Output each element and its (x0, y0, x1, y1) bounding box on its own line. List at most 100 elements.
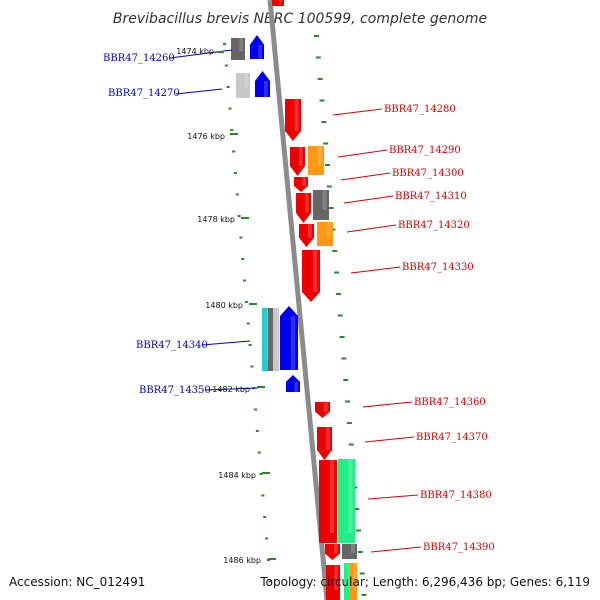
gene-bbr47-14390-shade (351, 544, 355, 553)
gene-top-fragment-shade (279, 0, 283, 4)
gene-label-bbr47-14270[interactable]: BBR47_14270 (108, 88, 180, 99)
gene-bottom-green-shade (347, 563, 350, 590)
gene-bbr47-14260-partner[interactable] (231, 38, 245, 60)
minus-strand-labels: BBR47_14260 BBR47_14270 BBR47_14340 BBR4… (103, 53, 211, 396)
gene-bbr47-14320-shade (326, 222, 331, 237)
gene-bottom-orange[interactable] (349, 563, 357, 600)
gene-label-bbr47-14300[interactable]: BBR47_14300 (392, 168, 464, 179)
label-leader-line (337, 149, 388, 158)
genome-backbone (267, 0, 330, 600)
label-leader-line (343, 195, 394, 204)
gene-bbr47-14260-shade (258, 44, 262, 59)
gene-bbr47-14340-c[interactable] (273, 308, 279, 371)
gene-bbr47-14280[interactable] (285, 99, 301, 141)
kbp-label-1474: 1474 kbp (176, 47, 214, 56)
gene-bbr47-14390-partner[interactable] (325, 544, 340, 560)
label-leader-line (332, 108, 383, 116)
gene-bottom-red-shade (334, 565, 338, 590)
gene-bbr47-14320-partner[interactable] (299, 224, 314, 247)
label-leader-line (364, 436, 415, 443)
kbp-label-1480: 1480 kbp (205, 301, 243, 310)
gene-bbr47-14310-shade (322, 190, 327, 210)
map-title: Brevibacillus brevis NBRC 100599, comple… (113, 11, 487, 27)
gene-bbr47-14290-partner[interactable] (290, 147, 305, 176)
gene-bbr47-14360[interactable] (315, 402, 330, 418)
plus-strand-labels: BBR47_14280 BBR47_14290 BBR47_14300 BBR4… (384, 104, 495, 553)
gene-bbr47-14280-shade (294, 99, 299, 131)
gene-bbr47-14270-partner-shade (244, 73, 248, 88)
gene-bbr47-14340-shade (290, 316, 296, 370)
gene-bbr47-14330[interactable] (302, 250, 320, 302)
gene-bbr47-14290-shade (317, 146, 322, 165)
gene-label-bbr47-14320[interactable]: BBR47_14320 (398, 220, 470, 231)
gene-bbr47-14320-partner-shade (308, 224, 312, 238)
label-leader-line (201, 340, 251, 346)
topology-text: Topology: circular; Length: 6,296,436 bp… (259, 575, 590, 589)
gene-bbr47-14290-partner-shade (299, 147, 303, 166)
gene-label-bbr47-14350[interactable]: BBR47_14350 (139, 385, 211, 396)
gene-bbr47-14270[interactable] (255, 71, 270, 97)
inner-tick-ring (223, 43, 272, 583)
gene-bbr47-14360-shade (324, 402, 328, 412)
gene-bbr47-14350-shade (294, 381, 298, 392)
gene-bbr47-14300-shade (302, 177, 306, 186)
label-leader-lines (169, 49, 422, 553)
gene-bbr47-14270-partner[interactable] (236, 73, 250, 98)
gene-bbr47-14380-partner-shade (329, 460, 335, 533)
kbp-scale: 1474 kbp 1476 kbp 1478 kbp 1480 kbp 1482… (176, 47, 276, 565)
gene-bbr47-14390-partner-shade (334, 544, 338, 554)
label-leader-line (370, 546, 422, 553)
gene-bbr47-14370-shade (326, 427, 330, 450)
label-leader-line (205, 387, 259, 391)
label-leader-line (346, 224, 397, 233)
gene-bbr47-14350[interactable] (286, 375, 300, 392)
label-leader-line (367, 494, 419, 500)
gene-bbr47-14270-shade (264, 81, 268, 97)
gene-bbr47-14320[interactable] (317, 222, 333, 246)
gene-features (231, 0, 357, 600)
gene-bbr47-14340[interactable] (280, 306, 298, 370)
gene-label-bbr47-14330[interactable]: BBR47_14330 (402, 262, 474, 273)
label-leader-line (350, 266, 401, 274)
kbp-label-1482: 1482 kbp (212, 385, 250, 394)
label-leader-line (340, 172, 391, 181)
gene-bottom-orange-shade (353, 563, 356, 590)
gene-bbr47-14310-partner[interactable] (296, 193, 311, 223)
gene-label-bbr47-14340[interactable]: BBR47_14340 (136, 340, 208, 351)
label-leader-line (175, 88, 223, 95)
gene-label-bbr47-14390[interactable]: BBR47_14390 (423, 542, 495, 553)
gene-label-bbr47-14280[interactable]: BBR47_14280 (384, 104, 456, 115)
outer-tick-ring (314, 35, 367, 596)
gene-label-bbr47-14370[interactable]: BBR47_14370 (416, 432, 488, 443)
gene-bbr47-14380[interactable] (338, 459, 355, 543)
gene-bbr47-14390[interactable] (342, 544, 357, 559)
accession-text: Accession: NC_012491 (9, 575, 145, 589)
kbp-label-1486: 1486 kbp (223, 556, 261, 565)
gene-bbr47-14340-c-shade (276, 308, 279, 361)
gene-bbr47-14300[interactable] (294, 177, 308, 192)
label-leader-line (362, 401, 413, 408)
gene-bbr47-14370[interactable] (317, 427, 332, 460)
kbp-label-1478: 1478 kbp (197, 215, 235, 224)
gene-bbr47-14310-partner-shade (305, 193, 309, 213)
gene-bottom-red[interactable] (326, 565, 340, 600)
gene-label-bbr47-14360[interactable]: BBR47_14360 (414, 397, 486, 408)
gene-label-bbr47-14290[interactable]: BBR47_14290 (389, 145, 461, 156)
kbp-label-1476: 1476 kbp (187, 132, 225, 141)
gene-bbr47-14380-partner[interactable] (319, 460, 337, 543)
gene-bbr47-14330-shade (312, 250, 318, 292)
gene-bbr47-14310[interactable] (313, 190, 329, 220)
kbp-label-1484: 1484 kbp (218, 471, 256, 480)
gene-bbr47-14340-a-shade (266, 308, 269, 361)
gene-bbr47-14260[interactable] (250, 35, 264, 59)
gene-label-bbr47-14380[interactable]: BBR47_14380 (420, 490, 492, 501)
gene-top-fragment[interactable] (272, 0, 284, 6)
gene-label-bbr47-14260[interactable]: BBR47_14260 (103, 53, 175, 64)
gene-bbr47-14380-shade (348, 459, 353, 533)
gene-label-bbr47-14310[interactable]: BBR47_14310 (395, 191, 467, 202)
gene-bbr47-14290[interactable] (308, 146, 324, 175)
gene-bbr47-14260-partner-shade (239, 38, 243, 52)
gene-bottom-green[interactable] (344, 563, 350, 600)
